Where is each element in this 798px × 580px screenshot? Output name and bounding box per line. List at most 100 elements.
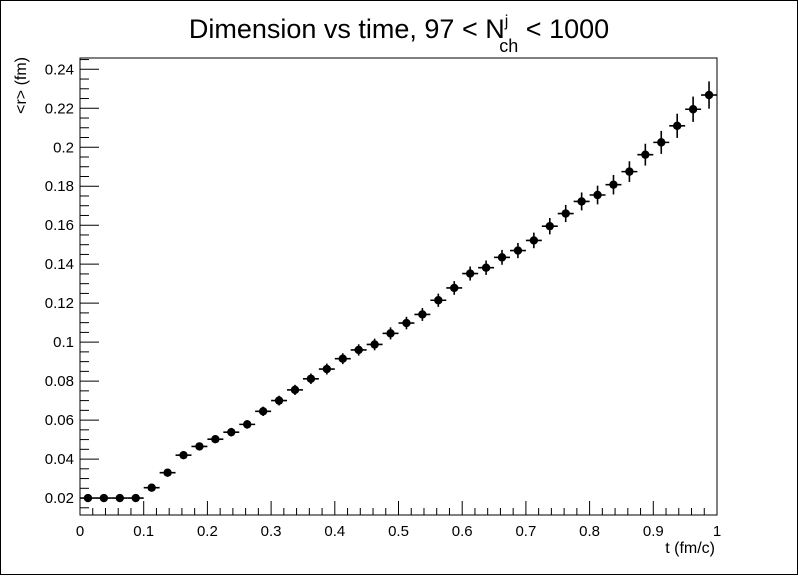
- y-tick-label: 0.18: [45, 178, 74, 195]
- data-marker: [354, 345, 363, 355]
- x-tick-label: 0.5: [388, 523, 409, 540]
- data-marker: [593, 190, 602, 200]
- data-point: [334, 353, 351, 365]
- chart-title: Dimension vs time, 97 < Nj ch < 1000: [189, 13, 609, 56]
- data-marker: [434, 296, 443, 305]
- y-axis-ticks: [80, 59, 99, 509]
- x-tick-label: 0.9: [643, 523, 664, 540]
- data-point: [573, 192, 590, 211]
- data-point: [318, 363, 335, 375]
- data-marker: [450, 283, 459, 293]
- data-point: [95, 493, 112, 503]
- data-marker: [657, 138, 666, 147]
- x-axis-tick-labels: 0 0.1 0.2 0.3 0.4 0.5 0.6 0.7 0.8 0.9 1: [76, 523, 721, 540]
- data-point: [669, 113, 686, 138]
- data-marker: [513, 246, 523, 255]
- chart-title-sub: ch: [499, 36, 518, 56]
- data-point: [223, 427, 240, 437]
- data-marker: [147, 483, 156, 492]
- y-tick-label: 0.06: [45, 412, 74, 429]
- data-point: [605, 174, 622, 195]
- data-marker: [211, 434, 220, 444]
- data-point: [143, 483, 160, 492]
- data-marker: [497, 253, 507, 262]
- data-marker: [672, 121, 682, 131]
- data-marker: [370, 340, 379, 349]
- x-tick-label: 0.2: [197, 523, 218, 540]
- data-marker: [115, 493, 125, 503]
- data-marker: [338, 354, 347, 363]
- data-point: [271, 395, 288, 406]
- data-point: [701, 81, 717, 109]
- chart-title-sup: j: [504, 13, 509, 30]
- data-point: [159, 468, 176, 477]
- data-marker: [609, 180, 618, 189]
- data-marker: [290, 385, 300, 395]
- x-tick-label: 0.1: [133, 523, 154, 540]
- data-point: [175, 450, 192, 460]
- data-point: [414, 308, 431, 321]
- data-point: [557, 204, 574, 223]
- y-tick-label: 0.14: [45, 256, 74, 273]
- data-series: [80, 81, 717, 503]
- chart-title-tail: < 1000: [518, 14, 609, 44]
- y-tick-label: 0.04: [45, 451, 74, 468]
- y-tick-label: 0.12: [45, 295, 74, 312]
- x-tick-label: 0: [76, 523, 84, 540]
- data-point: [653, 130, 670, 154]
- data-point: [446, 281, 463, 295]
- data-point: [127, 493, 144, 503]
- chart-title-main: Dimension vs time, 97 < N: [189, 14, 505, 44]
- data-marker: [577, 197, 586, 206]
- data-marker: [418, 310, 427, 319]
- data-marker: [179, 450, 188, 460]
- data-marker: [402, 318, 411, 328]
- data-point: [509, 242, 526, 259]
- data-marker: [688, 105, 698, 114]
- data-point: [541, 217, 558, 235]
- data-marker: [641, 150, 650, 159]
- data-marker: [529, 236, 539, 245]
- data-point: [589, 185, 606, 205]
- x-tick-label: 0.8: [579, 523, 600, 540]
- data-point: [255, 406, 272, 416]
- y-tick-label: 0.22: [45, 100, 74, 117]
- x-tick-label: 0.3: [261, 523, 282, 540]
- data-marker: [243, 420, 252, 429]
- data-point: [207, 434, 224, 444]
- data-marker: [545, 221, 554, 231]
- data-point: [494, 249, 510, 265]
- y-tick-label: 0.24: [45, 61, 74, 78]
- data-marker: [274, 396, 284, 405]
- x-axis-ticks: [79, 501, 718, 515]
- data-marker: [83, 493, 93, 503]
- x-tick-label: 0.4: [324, 523, 345, 540]
- data-marker: [131, 493, 140, 503]
- data-point: [621, 161, 638, 182]
- data-point: [366, 338, 383, 351]
- data-point: [382, 327, 399, 340]
- data-marker: [481, 263, 491, 272]
- data-marker: [227, 427, 236, 437]
- y-axis-tick-labels: 0.02 0.04 0.06 0.08 0.1 0.12 0.14 0.16 0.18 0.2 0.…: [45, 61, 74, 507]
- x-tick-label: 0.6: [452, 523, 473, 540]
- x-axis-label: t (fm/c): [665, 540, 715, 557]
- y-tick-label: 0.2: [53, 139, 74, 156]
- data-point: [350, 344, 367, 356]
- data-marker: [704, 90, 714, 100]
- data-marker: [386, 329, 395, 338]
- data-point: [462, 266, 479, 281]
- data-marker: [625, 167, 634, 176]
- data-marker: [306, 374, 316, 383]
- data-marker: [163, 468, 172, 477]
- y-tick-label: 0.1: [53, 334, 74, 351]
- data-marker: [258, 407, 268, 416]
- data-point: [525, 232, 542, 249]
- data-point: [430, 293, 447, 307]
- y-tick-label: 0.02: [45, 490, 74, 507]
- data-point: [80, 493, 96, 503]
- data-marker: [561, 209, 570, 218]
- x-tick-label: 0.7: [515, 523, 536, 540]
